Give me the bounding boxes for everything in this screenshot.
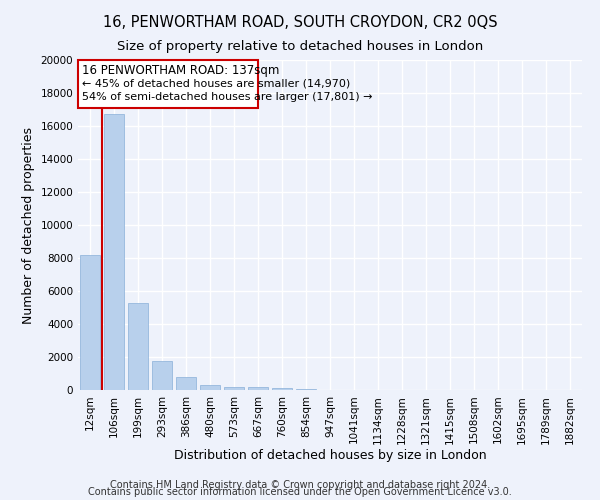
Text: ← 45% of detached houses are smaller (14,970): ← 45% of detached houses are smaller (14… xyxy=(82,79,350,89)
Text: Contains HM Land Registry data © Crown copyright and database right 2024.: Contains HM Land Registry data © Crown c… xyxy=(110,480,490,490)
Bar xyxy=(296,389,316,390)
FancyBboxPatch shape xyxy=(79,60,258,108)
Bar xyxy=(152,361,172,390)
Bar xyxy=(272,388,292,390)
Bar xyxy=(80,254,100,390)
Bar xyxy=(176,377,196,390)
Y-axis label: Number of detached properties: Number of detached properties xyxy=(22,126,35,324)
Bar xyxy=(224,386,244,390)
Bar xyxy=(248,386,268,390)
Bar xyxy=(200,385,220,390)
Text: Contains public sector information licensed under the Open Government Licence v3: Contains public sector information licen… xyxy=(88,487,512,497)
X-axis label: Distribution of detached houses by size in London: Distribution of detached houses by size … xyxy=(173,449,487,462)
Text: Size of property relative to detached houses in London: Size of property relative to detached ho… xyxy=(117,40,483,53)
Text: 16, PENWORTHAM ROAD, SOUTH CROYDON, CR2 0QS: 16, PENWORTHAM ROAD, SOUTH CROYDON, CR2 … xyxy=(103,15,497,30)
Text: 54% of semi-detached houses are larger (17,801) →: 54% of semi-detached houses are larger (… xyxy=(82,92,373,102)
Text: 16 PENWORTHAM ROAD: 137sqm: 16 PENWORTHAM ROAD: 137sqm xyxy=(82,64,280,77)
Bar xyxy=(128,302,148,390)
Bar xyxy=(104,114,124,390)
